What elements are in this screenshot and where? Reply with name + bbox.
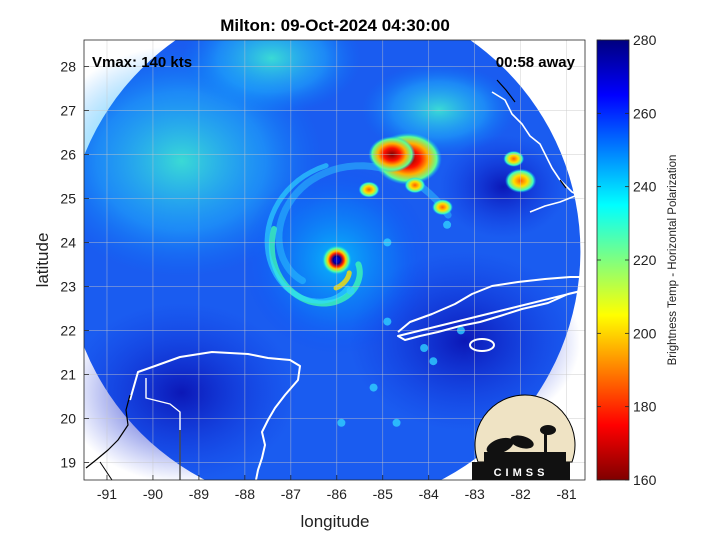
logo-text: CIMSS <box>494 467 549 479</box>
small-cell <box>392 418 401 427</box>
x-tick-label: -84 <box>419 486 439 502</box>
cyan-haze-ne <box>361 63 517 156</box>
colorbar-tick-label: 240 <box>633 179 657 195</box>
x-tick-label: -81 <box>556 486 576 502</box>
logo-tower-top <box>540 425 556 435</box>
spiral-band-mid <box>264 163 351 304</box>
florida-coast-outside <box>496 79 567 189</box>
colorbar-tick-label: 220 <box>633 252 657 268</box>
x-tick-label: -83 <box>465 486 485 502</box>
convective-cell <box>432 199 453 216</box>
cuba-coast <box>397 276 585 341</box>
border-line <box>99 430 181 480</box>
y-tick-label: 27 <box>60 102 76 118</box>
x-tick-label: -88 <box>235 486 255 502</box>
y-axis: 19 20 21 22 23 24 25 26 27 28 <box>60 58 89 470</box>
logo-tower <box>544 432 547 454</box>
small-cell <box>346 286 355 295</box>
convective-cell <box>404 177 426 194</box>
x-tick-label: -90 <box>143 486 163 502</box>
y-tick-label: 20 <box>60 410 76 426</box>
convective-cell <box>503 150 525 167</box>
x-axis-label: longitude <box>300 512 369 531</box>
y-tick-label: 21 <box>60 366 76 382</box>
convective-cell <box>358 181 380 198</box>
x-tick-label: -82 <box>511 486 531 502</box>
logo-dish-left <box>486 437 514 455</box>
y-tick-label: 22 <box>60 322 76 338</box>
colorbar-ticks: 160 180 200 220 240 260 280 <box>597 32 657 488</box>
colorbar-label: Brightness Temp - Horizontal Polarizatio… <box>667 155 679 366</box>
small-cell <box>369 383 378 392</box>
logo-building <box>484 452 566 462</box>
florida-keys <box>529 191 585 213</box>
colorbar <box>596 39 630 481</box>
colorbar-tick-label: 260 <box>633 105 657 121</box>
small-cell <box>420 344 429 352</box>
y-tick-label: 19 <box>60 454 76 470</box>
x-tick-label: -89 <box>189 486 209 502</box>
x-tick-label: -91 <box>97 486 117 502</box>
cimss-logo: CIMSS <box>472 394 576 480</box>
small-cell <box>429 357 438 366</box>
y-tick-label: 28 <box>60 58 76 74</box>
y-axis-label: latitude <box>33 233 52 288</box>
florida-coast <box>491 91 585 199</box>
colorbar-tick-label: 180 <box>633 399 657 415</box>
x-tick-label: -86 <box>327 486 347 502</box>
small-cell <box>383 317 392 326</box>
chart-title: Milton: 09-Oct-2024 04:30:00 <box>220 16 450 35</box>
y-tick-label: 24 <box>60 234 76 250</box>
cyan-haze-n <box>181 40 362 115</box>
x-tick-label: -87 <box>281 486 301 502</box>
time-away-annotation: 00:58 away <box>496 54 576 71</box>
colorbar-tick-label: 280 <box>633 32 657 48</box>
dark-zone-sw <box>84 302 298 480</box>
yucatan-west-coast <box>85 394 131 469</box>
y-tick-label: 26 <box>60 146 76 162</box>
coastlines <box>85 79 585 480</box>
small-cell <box>337 418 346 427</box>
dark-zone-e <box>438 135 568 239</box>
y-tick-label: 25 <box>60 190 76 206</box>
logo-dish-right <box>510 435 534 449</box>
logo-text-bar <box>472 462 570 480</box>
isla-juventud <box>469 338 495 352</box>
y-tick-label: 23 <box>60 278 76 294</box>
colorbar-tick-label: 200 <box>633 325 657 341</box>
x-axis: -91 -90 -89 -88 -87 -86 -85 -84 -83 -82 -81 <box>97 475 577 502</box>
vmax-annotation: Vmax: 140 kts <box>92 54 192 71</box>
x-tick-label: -85 <box>373 486 393 502</box>
axes-frame <box>83 39 586 481</box>
small-cell <box>443 220 452 229</box>
yucatan-coast <box>129 351 301 480</box>
heatmap-swath <box>84 40 581 480</box>
colorbar-tick-label: 160 <box>633 472 657 488</box>
